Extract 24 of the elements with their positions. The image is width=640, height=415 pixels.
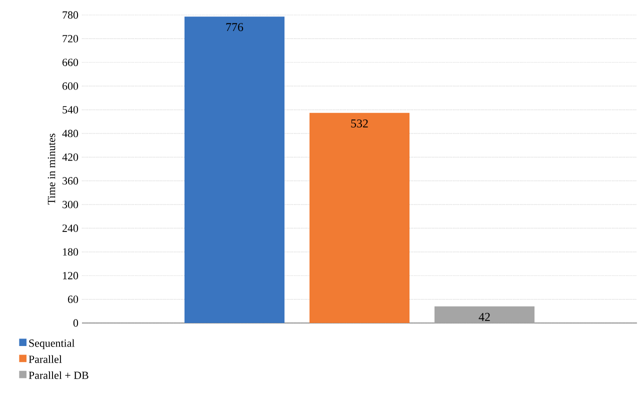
y-tick-label: 240 <box>62 224 78 232</box>
y-axis-title: Time in minutes <box>48 134 56 205</box>
data-label: 776 <box>226 23 244 32</box>
data-label: 42 <box>478 312 490 321</box>
bar <box>310 112 410 323</box>
y-tick-label: 60 <box>68 296 78 304</box>
y-tick-label: 180 <box>63 248 78 256</box>
y-tick-label: 300 <box>62 200 78 208</box>
y-tick-label: 120 <box>63 272 78 280</box>
legend-label: Parallel <box>28 355 62 363</box>
legend-label: Parallel + DB <box>28 371 88 380</box>
data-label: 532 <box>351 119 368 128</box>
y-tick-label: 0 <box>73 319 78 327</box>
y-tick-label: 780 <box>62 11 78 19</box>
y-tick-label: 540 <box>62 106 78 114</box>
legend-label: Sequential <box>29 339 75 350</box>
y-tick-label: 720 <box>62 35 78 42</box>
y-tick-label: 600 <box>62 82 78 90</box>
y-tick-label: 480 <box>62 130 78 138</box>
bar <box>434 306 535 323</box>
y-tick-label: 420 <box>62 153 78 161</box>
y-tick-label: 660 <box>62 58 78 66</box>
bar <box>184 16 284 323</box>
y-tick-label: 360 <box>62 177 78 185</box>
